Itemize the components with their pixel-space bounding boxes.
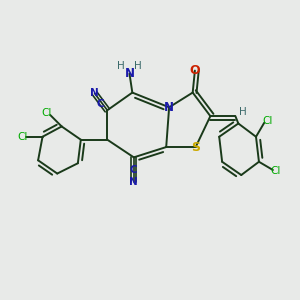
Text: Cl: Cl xyxy=(271,167,281,176)
Text: Cl: Cl xyxy=(262,116,272,126)
Text: H: H xyxy=(239,107,247,117)
Text: N: N xyxy=(129,177,138,188)
Text: Cl: Cl xyxy=(18,132,28,142)
Text: H: H xyxy=(117,61,124,71)
Text: C: C xyxy=(130,164,138,175)
Text: N: N xyxy=(124,67,134,80)
Text: N: N xyxy=(164,101,174,114)
Text: Cl: Cl xyxy=(41,108,52,118)
Text: N: N xyxy=(90,88,99,98)
Text: H: H xyxy=(134,61,142,71)
Text: S: S xyxy=(191,141,200,154)
Text: O: O xyxy=(190,64,200,77)
Text: C: C xyxy=(96,99,104,109)
